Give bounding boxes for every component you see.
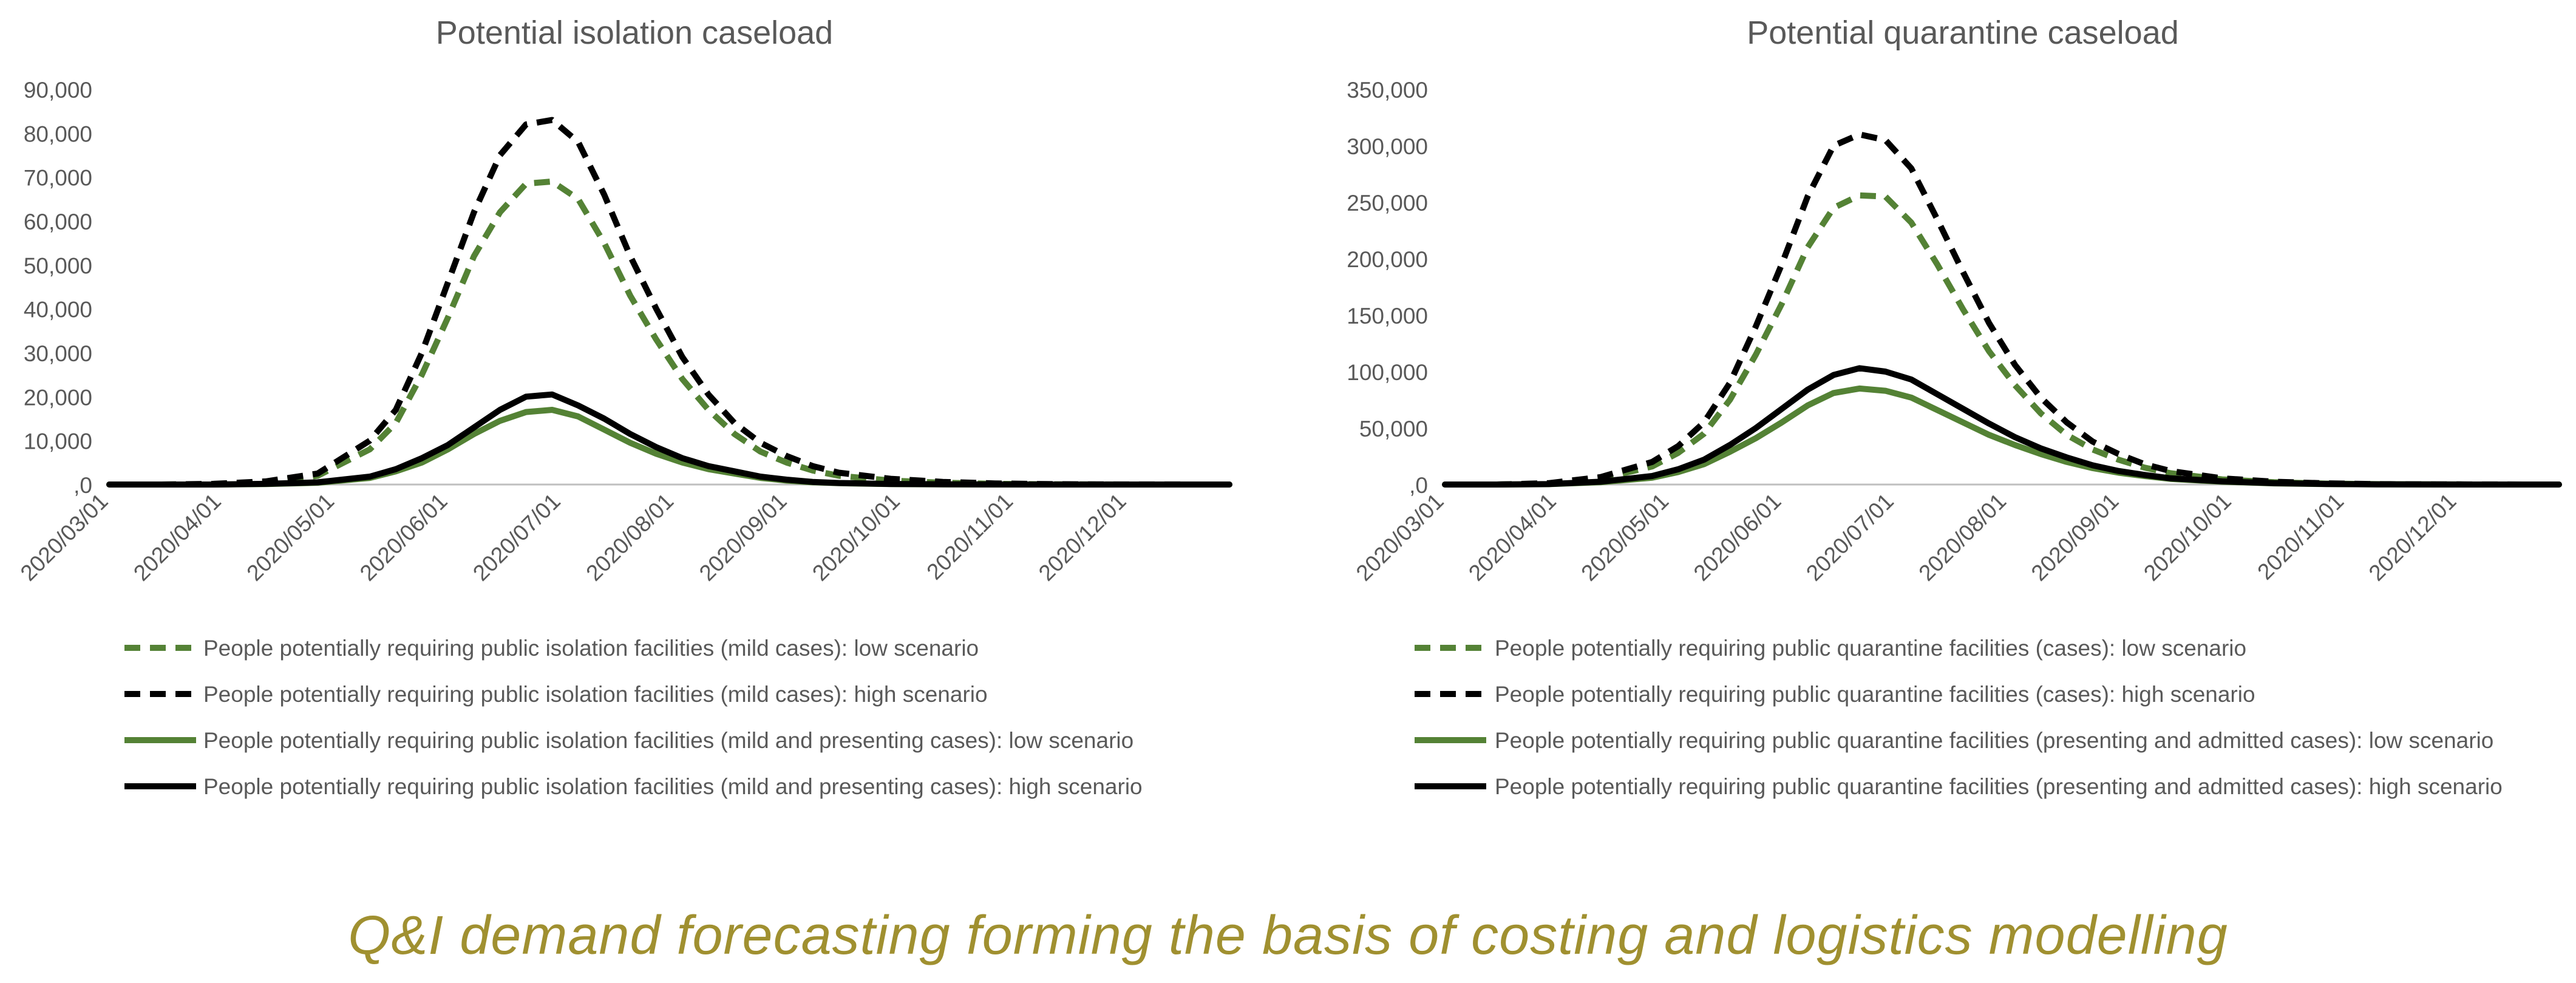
x-tick-label: 2020/03/01 bbox=[1351, 489, 1449, 586]
quarantine-chart: Potential quarantine caseload ,0 50,000 100… bbox=[1347, 15, 2562, 799]
series-line bbox=[1442, 365, 2562, 488]
legend-label: People potentially requiring public isol… bbox=[203, 636, 979, 661]
y-tick-label: 350,000 bbox=[1347, 78, 1428, 103]
x-tick-label: 2020/04/01 bbox=[129, 489, 226, 586]
series-line bbox=[1442, 385, 2562, 488]
x-tick-label: 2020/11/01 bbox=[2252, 489, 2348, 585]
y-tick-label: ,0 bbox=[73, 473, 92, 498]
legend-label: People potentially requiring public isol… bbox=[203, 682, 988, 707]
y-tick-label: 90,000 bbox=[24, 78, 92, 103]
isolation-chart: Potential isolation caseload ,0 10,000 20,0… bbox=[16, 15, 1232, 799]
y-tick-label: 150,000 bbox=[1347, 304, 1428, 328]
y-tick-label: 30,000 bbox=[24, 341, 92, 366]
chart-title: Potential isolation caseload bbox=[436, 15, 833, 51]
x-tick-label: 2020/07/01 bbox=[468, 489, 565, 586]
x-tick-label: 2020/10/01 bbox=[807, 489, 905, 586]
legend-label: People potentially requiring public isol… bbox=[203, 774, 1143, 799]
x-tick-label: 2020/03/01 bbox=[16, 489, 113, 586]
y-tick-label: 200,000 bbox=[1347, 247, 1428, 272]
y-tick-label: 250,000 bbox=[1347, 191, 1428, 216]
y-tick-label: 300,000 bbox=[1347, 134, 1428, 159]
y-tick-label: 80,000 bbox=[24, 121, 92, 146]
y-tick-label: 10,000 bbox=[24, 429, 92, 454]
y-tick-label: 70,000 bbox=[24, 166, 92, 191]
y-tick-label: 40,000 bbox=[24, 298, 92, 322]
x-tick-label: 2020/07/01 bbox=[1801, 489, 1898, 586]
legend-label: People potentially requiring public quar… bbox=[1495, 636, 2246, 661]
x-tick-label: 2020/12/01 bbox=[2364, 489, 2461, 586]
series-line bbox=[1445, 192, 2559, 488]
x-tick-label: 2020/08/01 bbox=[1914, 489, 2011, 586]
x-tick-label: 2020/10/01 bbox=[2139, 489, 2236, 586]
series-line bbox=[106, 407, 1232, 488]
x-tick-label: 2020/05/01 bbox=[1576, 489, 1673, 586]
y-tick-label: ,0 bbox=[1409, 473, 1428, 498]
x-tick-label: 2020/06/01 bbox=[355, 489, 452, 586]
x-tick-label: 2020/09/01 bbox=[695, 489, 792, 586]
y-tick-label: 20,000 bbox=[24, 385, 92, 410]
series-line bbox=[109, 117, 1230, 488]
series-line bbox=[106, 391, 1232, 488]
x-tick-label: 2020/12/01 bbox=[1034, 489, 1131, 586]
y-tick-label: 60,000 bbox=[24, 209, 92, 234]
y-tick-label: 50,000 bbox=[24, 253, 92, 278]
y-tick-label: 50,000 bbox=[1359, 417, 1428, 441]
x-tick-label: 2020/06/01 bbox=[1689, 489, 1786, 586]
x-tick-label: 2020/11/01 bbox=[922, 489, 1018, 585]
legend-label: People potentially requiring public quar… bbox=[1495, 682, 2255, 707]
legend-label: People potentially requiring public quar… bbox=[1495, 728, 2493, 753]
chart-title: Potential quarantine caseload bbox=[1747, 15, 2179, 51]
legend-label: People potentially requiring public isol… bbox=[203, 728, 1133, 753]
legend-label: People potentially requiring public quar… bbox=[1495, 774, 2503, 799]
y-tick-label: 100,000 bbox=[1347, 360, 1428, 385]
footer-caption: Q&I demand forecasting forming the basis… bbox=[348, 905, 2228, 966]
x-tick-label: 2020/09/01 bbox=[2027, 489, 2124, 586]
series-line bbox=[109, 178, 1229, 488]
x-tick-label: 2020/05/01 bbox=[242, 489, 339, 586]
x-tick-label: 2020/08/01 bbox=[581, 489, 678, 586]
x-tick-label: 2020/04/01 bbox=[1464, 489, 1561, 586]
